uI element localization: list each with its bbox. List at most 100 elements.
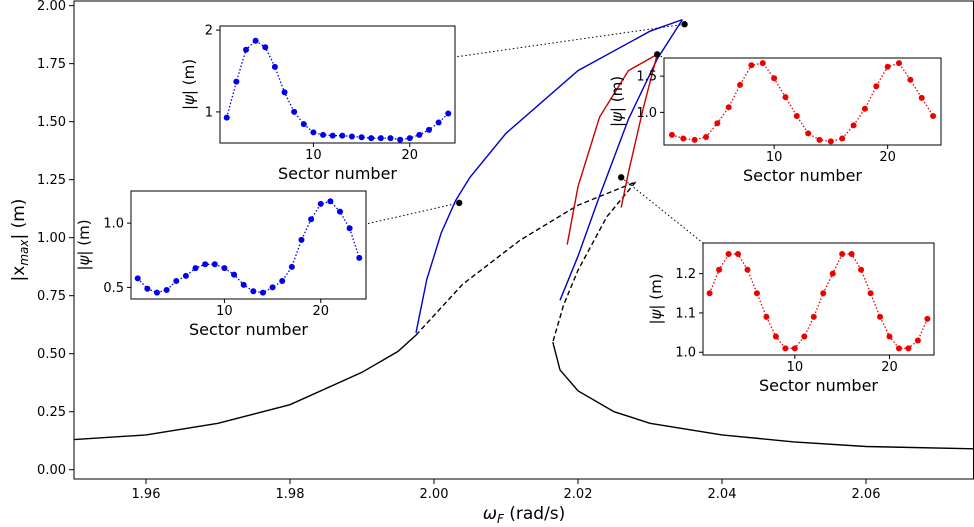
branch-curve-8 xyxy=(620,54,658,208)
inset-point xyxy=(716,266,723,273)
inset-point xyxy=(279,278,286,284)
inset-point xyxy=(737,81,744,88)
inset-point xyxy=(259,289,266,296)
inset-point xyxy=(839,135,846,142)
branch-curve-6 xyxy=(559,19,683,301)
branch-curve-4 xyxy=(552,341,974,450)
inset-point xyxy=(416,131,423,138)
inset-point xyxy=(327,198,334,205)
inset-point xyxy=(397,136,404,143)
inset-point xyxy=(905,345,912,352)
inset-x-tick-label: 20 xyxy=(312,304,329,319)
inset-point xyxy=(873,83,880,90)
inset-frame xyxy=(219,25,456,144)
inset-x-axis-label: Sector number xyxy=(743,166,862,185)
inset-y-tick-label: 1 xyxy=(205,105,213,120)
branch-curve-1 xyxy=(73,334,417,441)
inset-connectors xyxy=(365,23,704,244)
main-plot: 1.96 1.98 2.00 2.02 2.04 2.06 0.00 0.25 0.50 0.75… xyxy=(9,0,974,526)
inset-x-tick-label: 10 xyxy=(766,150,783,165)
inset-point xyxy=(782,345,789,352)
insets: 10 20 1 2 Sector number |ψ| (m) 10 20 1.0 1.5 Sect… xyxy=(75,24,942,395)
inset-point xyxy=(300,121,307,128)
inset-point xyxy=(930,113,937,119)
inset-point xyxy=(202,261,209,268)
y-tick-label: 2.00 xyxy=(37,0,66,14)
inset-x-axis-label: Sector number xyxy=(759,376,878,395)
inset-point xyxy=(445,110,452,117)
y-tick-label: 1.50 xyxy=(37,115,66,130)
inset-point xyxy=(827,138,834,145)
inset-point xyxy=(163,287,170,293)
x-tick-label: 2.02 xyxy=(564,487,593,502)
inset-frame xyxy=(702,242,935,356)
inset-point xyxy=(829,270,836,277)
inset-point xyxy=(714,120,721,127)
inset-point xyxy=(329,132,336,139)
inset-point xyxy=(308,216,315,223)
inset-point xyxy=(858,266,865,273)
inset-point xyxy=(839,251,846,258)
inset-2: 10 20 1.0 1.5 Sector number |ψ| (m) xyxy=(608,57,942,185)
inset-point xyxy=(820,290,827,297)
inset-y-tick-label: 1.2 xyxy=(675,267,696,282)
y-tick-label: 0.75 xyxy=(37,289,66,304)
inset-x-tick-label: 20 xyxy=(879,150,896,165)
branch-curve-3 xyxy=(552,181,637,343)
inset-point xyxy=(233,78,240,85)
inset-x-tick-label: 10 xyxy=(216,304,233,319)
inset-point xyxy=(816,136,823,143)
inset-point xyxy=(772,333,779,340)
inset-point xyxy=(668,131,675,138)
inset-point xyxy=(336,208,343,215)
inset-point xyxy=(252,37,259,44)
inset-point xyxy=(924,315,931,322)
inset-point xyxy=(223,114,230,121)
inset-point xyxy=(425,126,432,133)
inset-point xyxy=(291,108,298,115)
connector-line-2 xyxy=(656,53,665,59)
inset-y-tick-label: 1.0 xyxy=(103,217,124,232)
x-tick-label: 1.96 xyxy=(132,487,161,502)
inset-point xyxy=(358,134,365,141)
inset-point xyxy=(377,135,384,142)
inset-point xyxy=(271,63,278,70)
inset-y-tick-label: 1.0 xyxy=(675,346,696,361)
inset-point xyxy=(810,313,817,320)
inset-y-tick-label: 1.1 xyxy=(675,306,696,321)
inset-y-tick-label: 1.0 xyxy=(636,106,657,121)
inset-point xyxy=(182,272,189,279)
inset-frame xyxy=(130,190,367,300)
inset-x-axis-label: Sector number xyxy=(278,164,397,183)
inset-point xyxy=(269,284,276,291)
inset-point xyxy=(173,278,180,284)
inset-point xyxy=(221,265,228,272)
inset-point xyxy=(753,290,760,297)
inset-point xyxy=(914,337,921,344)
connector-line-4 xyxy=(365,202,460,225)
branch-curve-2 xyxy=(415,181,636,336)
inset-point xyxy=(706,290,713,297)
inset-point xyxy=(281,89,288,96)
inset-point xyxy=(435,119,442,126)
inset-point xyxy=(805,130,812,137)
y-axis-label: |xmax| (m) xyxy=(9,199,31,282)
inset-point xyxy=(782,94,789,101)
inset-point xyxy=(886,333,893,340)
inset-point xyxy=(895,345,902,352)
inset-point xyxy=(791,345,798,352)
y-tick-label: 0.25 xyxy=(37,405,66,420)
inset-point xyxy=(240,281,247,288)
x-axis-label: ωF (rad/s) xyxy=(483,504,566,526)
inset-y-axis-label: |ψ| (m) xyxy=(180,59,198,110)
inset-mode-line xyxy=(708,253,928,349)
y-tick-label: 1.25 xyxy=(37,173,66,188)
inset-y-tick-label: 1.5 xyxy=(636,70,657,85)
inset-point xyxy=(877,313,884,320)
connector-line-3 xyxy=(620,176,704,244)
inset-point xyxy=(848,251,855,258)
inset-point xyxy=(192,265,199,272)
inset-point xyxy=(346,225,353,232)
x-tick-label: 1.98 xyxy=(276,487,305,502)
